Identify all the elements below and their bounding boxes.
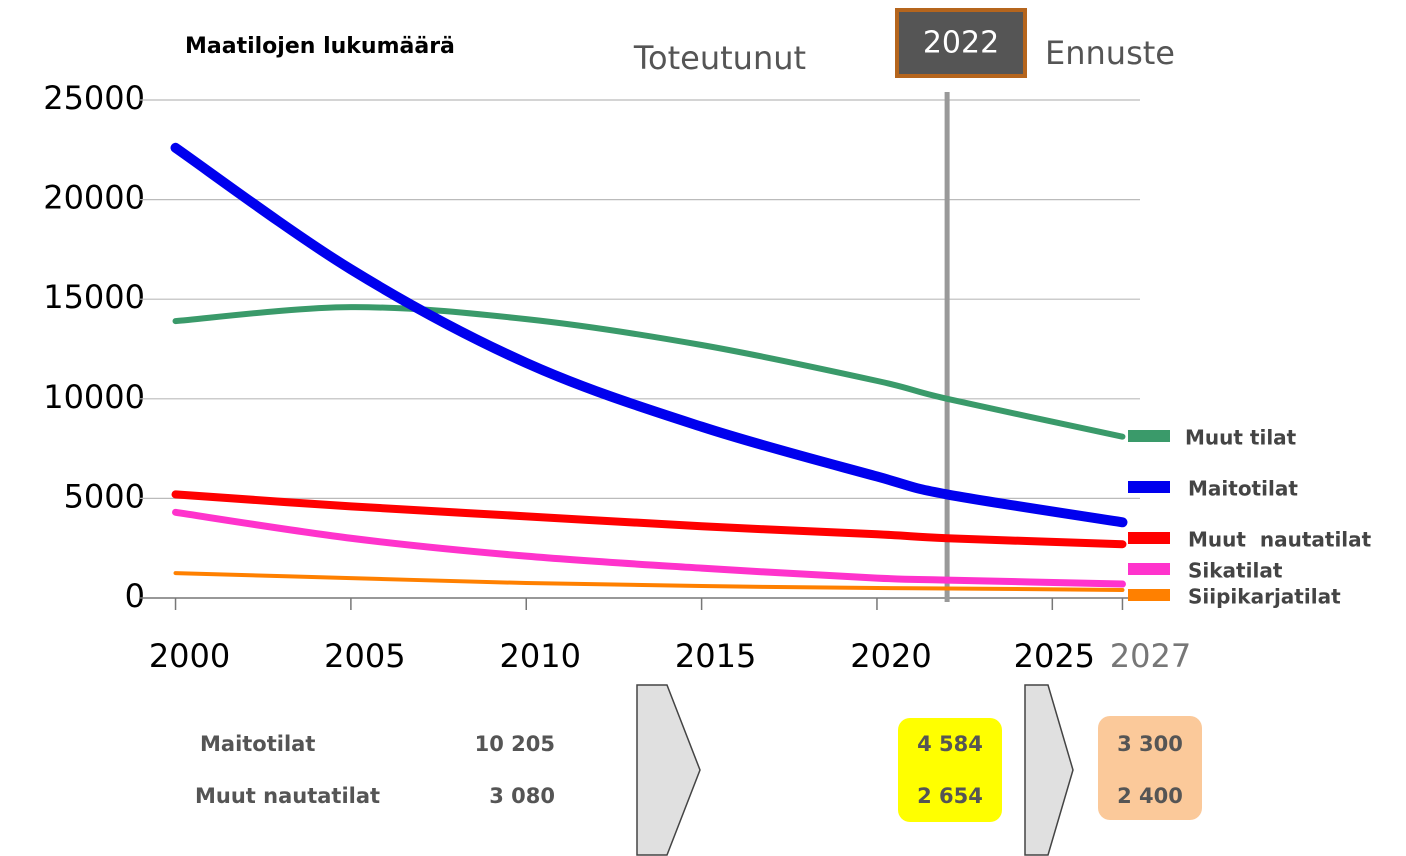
y-tick-label: 5000 — [64, 477, 145, 515]
x-tick-label: 2027 — [1110, 637, 1191, 675]
legend-label: Muut tilat — [1185, 426, 1297, 450]
cell: 2 654 — [917, 784, 983, 808]
y-tick-label: 25000 — [43, 79, 145, 117]
legend-swatch — [1128, 481, 1170, 493]
legend-label: Muut nautatilat — [1188, 528, 1372, 552]
legend-swatch — [1128, 430, 1170, 442]
highlight-box — [898, 718, 1002, 822]
x-tick-label: 2025 — [1014, 637, 1095, 675]
row-label: Muut nautatilat — [195, 784, 380, 808]
y-tick-label: 15000 — [43, 278, 145, 316]
legend-label: Sikatilat — [1188, 559, 1283, 583]
y-tick-label: 20000 — [43, 179, 145, 217]
x-tick-label: 2000 — [149, 637, 230, 675]
y-tick-label: 10000 — [43, 378, 145, 416]
cell: 3 300 — [1117, 732, 1183, 756]
x-tick-label: 2010 — [500, 637, 581, 675]
legend-swatch — [1128, 589, 1170, 601]
y-tick-label: 0 — [125, 577, 145, 615]
legend-swatch — [1128, 532, 1170, 544]
series-line — [172, 304, 1126, 440]
year-box — [895, 8, 1027, 78]
series-line — [170, 142, 1128, 528]
series-line — [173, 571, 1125, 593]
x-tick-label: 2005 — [324, 637, 405, 675]
x-tick-label: 2020 — [850, 637, 931, 675]
cell: 2 400 — [1117, 784, 1183, 808]
cell: 10 205 — [475, 732, 555, 756]
row-label: Maitotilat — [200, 732, 315, 756]
x-tick-label: 2015 — [675, 637, 756, 675]
annotation: Toteutunut — [633, 39, 806, 77]
series-line — [172, 508, 1126, 588]
annotation: Ennuste — [1045, 34, 1175, 72]
arrow — [636, 684, 701, 856]
series-line — [171, 490, 1127, 549]
chart-title: Maatilojen lukumäärä — [185, 34, 455, 59]
arrow — [1024, 684, 1074, 856]
cell: 4 584 — [917, 732, 983, 756]
legend-label: Maitotilat — [1188, 477, 1298, 501]
legend-label: Siipikarjatilat — [1188, 585, 1341, 609]
cell: 3 080 — [489, 784, 555, 808]
year-label: 2022 — [923, 26, 999, 61]
highlight-box — [1098, 716, 1202, 820]
legend-swatch — [1128, 563, 1170, 575]
